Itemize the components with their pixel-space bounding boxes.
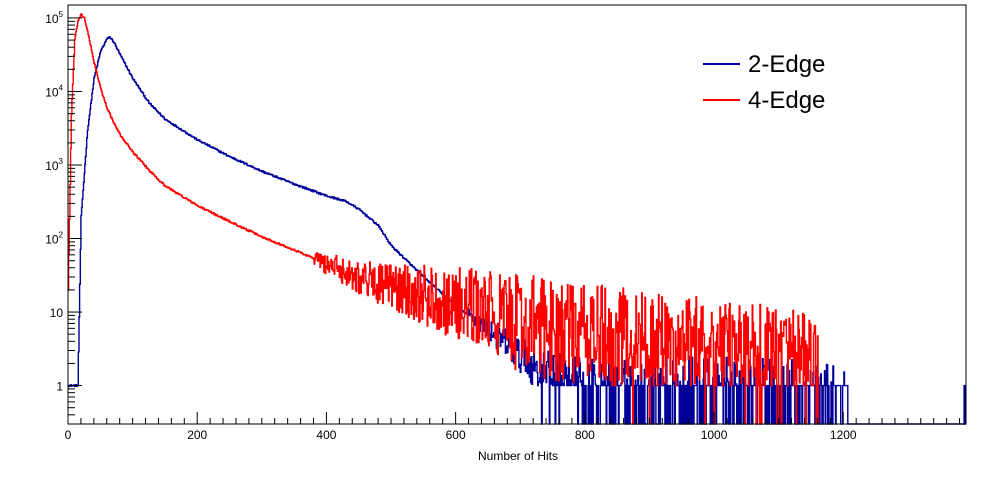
x-tick-label: 1200 (830, 428, 857, 442)
legend-label-4-edge: 4-Edge (748, 87, 825, 114)
x-tick-label: 400 (316, 428, 336, 442)
curves-layer (67, 13, 967, 425)
x-tick-label: 0 (65, 428, 72, 442)
y-tick-label: 103 (45, 157, 63, 173)
x-tick-label: 1000 (701, 428, 728, 442)
legend: 2-Edge 4-Edge (703, 51, 825, 114)
y-axis: 1 10 102 103 104 105 (45, 10, 82, 425)
x-axis-label: Number of Hits (478, 449, 558, 463)
y-tick-label: 10 (50, 306, 64, 320)
x-axis: 0 200 400 600 800 1000 1200 (65, 412, 961, 442)
x-tick-label: 200 (187, 428, 207, 442)
y-tick-label: 102 (45, 231, 63, 247)
y-tick-label: 104 (45, 83, 63, 99)
plot-frame (67, 4, 967, 425)
legend-label-2-edge: 2-Edge (748, 51, 825, 78)
x-tick-label: 800 (575, 428, 595, 442)
y-tick-label: 1 (56, 380, 63, 394)
edge-spike (963, 384, 967, 424)
y-tick-label: 105 (45, 10, 63, 26)
series-line-4-edge (67, 13, 819, 425)
x-tick-label: 600 (446, 428, 466, 442)
